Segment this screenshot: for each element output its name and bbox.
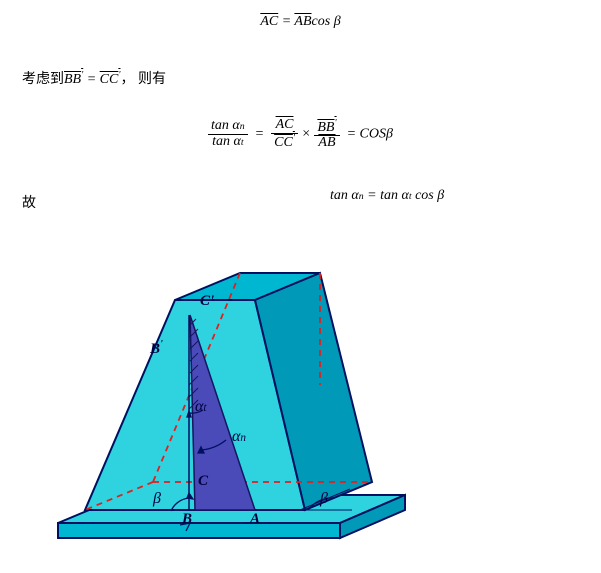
label-a: A xyxy=(250,511,260,528)
label-beta-right: β xyxy=(320,490,328,508)
bb-num: BB xyxy=(317,120,334,135)
tan-num: tan xyxy=(211,118,229,133)
alpha-den: α xyxy=(233,134,240,149)
eq-3: = xyxy=(364,188,380,203)
label-alpha-t: αt xyxy=(195,398,207,416)
label-b-prime-sup: ' xyxy=(160,339,163,350)
label-alpha-n: αn xyxy=(232,428,246,446)
prefix-text: 考虑到 xyxy=(22,72,64,87)
alpha-n-sub: n xyxy=(240,432,246,444)
seg-cc: CC xyxy=(100,72,119,87)
alpha-t-sub: t xyxy=(203,402,206,414)
cos-func: cos xyxy=(312,14,331,29)
equals: = xyxy=(282,14,291,29)
frac-bb-ab: BB' AB xyxy=(314,118,339,151)
label-c: C xyxy=(198,473,208,490)
beta: β xyxy=(334,14,341,29)
beta-3: β xyxy=(437,188,444,203)
slab-front xyxy=(58,523,340,538)
label-beta-left: β xyxy=(153,490,161,508)
diagram-svg xyxy=(40,245,440,565)
alpha-1: α xyxy=(351,188,358,203)
cos-beta-rhs: COSβ xyxy=(360,127,393,142)
sub-n: n xyxy=(240,121,245,132)
alpha-num: α xyxy=(232,118,239,133)
frac-ac-cc: AC CC' xyxy=(271,118,298,151)
equals-1: = xyxy=(255,127,264,142)
equation-ac-abcosb: AC = ABcos β xyxy=(0,14,601,30)
alpha-2: α xyxy=(402,188,409,203)
text-therefore: 故 xyxy=(22,192,36,212)
equation-tan-ratio: tan αn tan αt = AC CC' × BB' AB = COSβ xyxy=(0,118,601,151)
label-c-prime: C' xyxy=(200,293,214,310)
segment-ac: AC xyxy=(260,14,278,29)
cc-den: CC xyxy=(274,135,293,150)
equals-2: = xyxy=(347,127,356,142)
sub-t: t xyxy=(241,137,244,148)
suffix-text: ， 则有 xyxy=(120,72,166,87)
equation-tan-alpha-n: tan αn = tan αt cos β xyxy=(330,188,444,204)
label-b: B xyxy=(182,511,192,528)
cos-3: cos xyxy=(412,188,438,203)
times-sign: × xyxy=(301,127,310,142)
tan-1: tan xyxy=(330,188,348,203)
gear-tooth-diagram: C' B' αt αn C B A β β xyxy=(40,245,440,565)
text-considering: 考虑到BB' = CC'， 则有 xyxy=(22,68,166,88)
seg-bb: BB xyxy=(64,72,81,87)
label-b-prime-b: B xyxy=(150,341,160,357)
eq-sign: = xyxy=(83,72,99,87)
tan-den: tan xyxy=(212,134,230,149)
tan-2: tan xyxy=(380,188,398,203)
bb-prime-2: ' xyxy=(334,117,336,128)
cc-prime-2: ' xyxy=(293,133,295,144)
frac-tan-alpha: tan αn tan αt xyxy=(208,119,248,149)
label-b-prime: B' xyxy=(150,339,163,358)
ab-den: AB xyxy=(314,136,339,151)
ac-num: AC xyxy=(271,118,298,134)
segment-ab: AB xyxy=(294,14,311,29)
